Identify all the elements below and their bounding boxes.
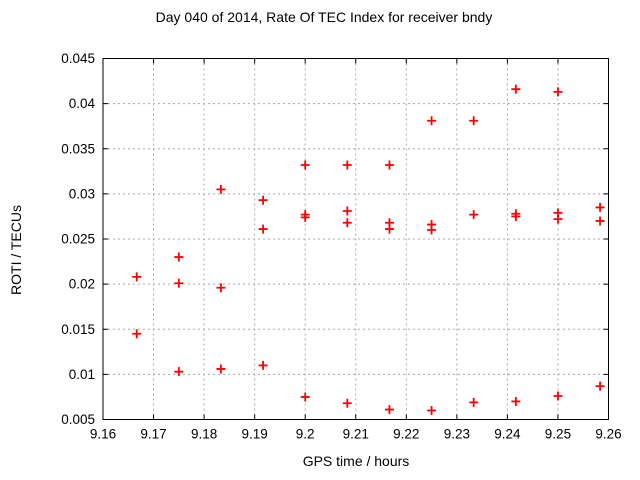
data-point-marker: [174, 278, 184, 288]
data-point-marker: [300, 392, 310, 402]
data-point-marker: [258, 360, 268, 370]
data-point-marker: [132, 272, 142, 282]
x-tick-label: 9.18: [191, 427, 217, 442]
x-tick-label: 9.2: [296, 427, 315, 442]
x-tick-label: 9.25: [545, 427, 571, 442]
data-point-marker: [384, 224, 394, 234]
x-tick-label: 9.17: [140, 427, 166, 442]
data-point-marker: [595, 381, 605, 391]
data-point-marker: [511, 84, 521, 94]
x-tick-label: 9.16: [90, 427, 116, 442]
x-tick-label: 9.26: [595, 427, 621, 442]
data-point-marker: [469, 210, 479, 220]
y-tick-label: 0.035: [61, 141, 95, 156]
x-tick-label: 9.23: [444, 427, 470, 442]
data-point-marker: [132, 329, 142, 339]
x-tick-label: 9.21: [343, 427, 369, 442]
data-point-marker: [427, 225, 437, 235]
data-point-marker: [511, 396, 521, 406]
data-point-marker: [300, 212, 310, 222]
y-tick-label: 0.045: [61, 51, 95, 66]
data-point-marker: [553, 391, 563, 401]
x-tick-label: 9.19: [242, 427, 268, 442]
data-point-marker: [174, 252, 184, 262]
x-axis-label: GPS time / hours: [302, 453, 410, 469]
data-point-marker: [427, 405, 437, 415]
data-point-marker: [553, 214, 563, 224]
y-tick-label: 0.03: [69, 186, 95, 201]
data-point-marker: [216, 364, 226, 374]
data-point-marker: [216, 184, 226, 194]
data-point-marker: [258, 195, 268, 205]
data-point-marker: [174, 367, 184, 377]
data-point-marker: [342, 398, 352, 408]
y-tick-label: 0.02: [69, 277, 95, 292]
data-point-marker: [342, 206, 352, 216]
y-tick-label: 0.015: [61, 322, 95, 337]
data-point-marker: [595, 202, 605, 212]
data-point-marker: [469, 397, 479, 407]
data-point-marker: [300, 160, 310, 170]
x-tick-label: 9.22: [393, 427, 419, 442]
data-point-marker: [511, 211, 521, 221]
x-tick-label: 9.24: [494, 427, 521, 442]
y-tick-label: 0.005: [61, 412, 95, 427]
data-point-marker: [553, 87, 563, 97]
data-point-marker: [342, 218, 352, 228]
y-tick-label: 0.04: [69, 96, 96, 111]
data-point-marker: [216, 283, 226, 293]
data-point-marker: [342, 160, 352, 170]
y-tick-label: 0.025: [61, 232, 95, 247]
data-point-marker: [595, 216, 605, 226]
y-tick-label: 0.01: [69, 367, 95, 382]
chart-title: Day 040 of 2014, Rate Of TEC Index for r…: [155, 9, 493, 25]
data-point-marker: [384, 160, 394, 170]
data-point-marker: [384, 405, 394, 415]
data-point-marker: [258, 224, 268, 234]
data-point-marker: [469, 116, 479, 126]
data-point-marker: [427, 116, 437, 126]
